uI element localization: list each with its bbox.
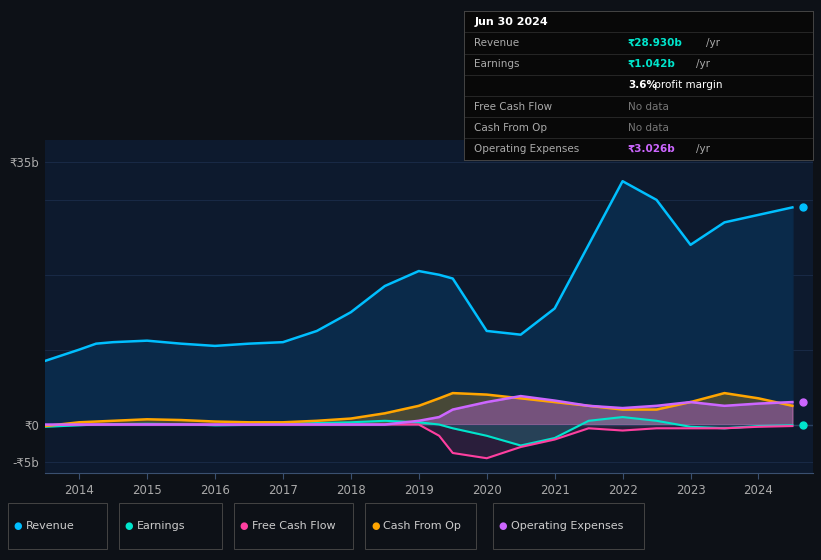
Text: ●: ● (14, 521, 22, 531)
Text: ●: ● (125, 521, 133, 531)
Text: Free Cash Flow: Free Cash Flow (252, 521, 336, 531)
Text: No data: No data (628, 123, 669, 133)
Text: Earnings: Earnings (475, 59, 520, 69)
Text: Operating Expenses: Operating Expenses (475, 144, 580, 154)
Text: ₹1.042b: ₹1.042b (628, 59, 676, 69)
Text: 3.6%: 3.6% (628, 81, 657, 90)
Text: Earnings: Earnings (137, 521, 186, 531)
Text: Jun 30 2024: Jun 30 2024 (475, 17, 548, 27)
Text: ●: ● (371, 521, 379, 531)
Text: /yr: /yr (696, 144, 710, 154)
Text: Free Cash Flow: Free Cash Flow (475, 101, 553, 111)
Text: /yr: /yr (706, 38, 720, 48)
Text: /yr: /yr (696, 59, 710, 69)
Text: ₹28.930b: ₹28.930b (628, 38, 683, 48)
Text: Revenue: Revenue (26, 521, 75, 531)
Text: No data: No data (628, 101, 669, 111)
Text: profit margin: profit margin (650, 81, 722, 90)
Text: ₹3.026b: ₹3.026b (628, 144, 676, 154)
Text: Revenue: Revenue (475, 38, 520, 48)
Text: ●: ● (240, 521, 248, 531)
Text: Operating Expenses: Operating Expenses (511, 521, 623, 531)
Text: Cash From Op: Cash From Op (383, 521, 461, 531)
Text: Cash From Op: Cash From Op (475, 123, 548, 133)
Text: ●: ● (498, 521, 507, 531)
